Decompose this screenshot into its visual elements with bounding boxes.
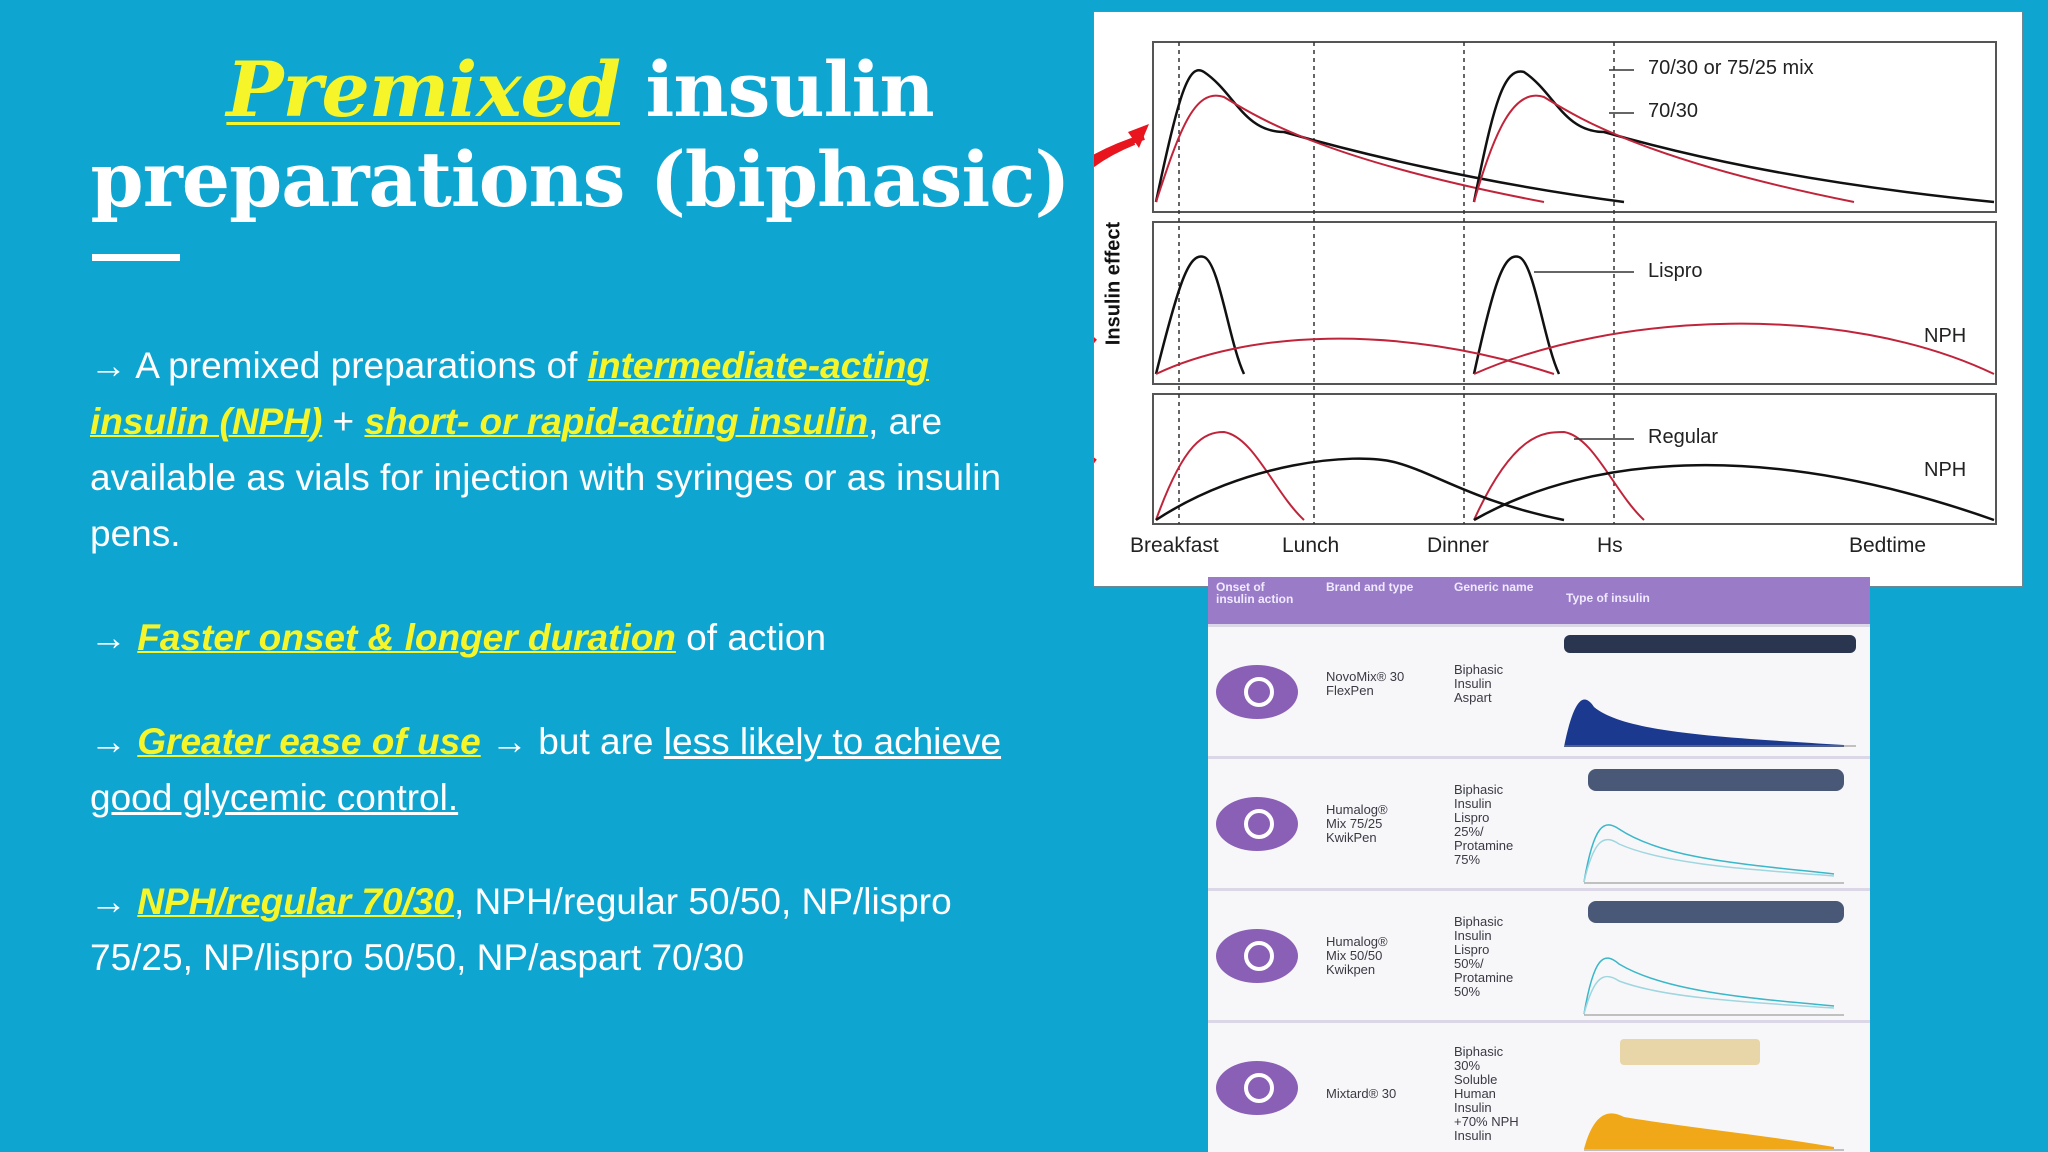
- insulin-product-table: Onset of insulin action Brand and type G…: [1208, 577, 1870, 1152]
- x-label-lunch: Lunch: [1282, 534, 1340, 557]
- bullet-3-highlight: Greater ease of use: [137, 721, 481, 762]
- bullet-list: → A premixed preparations of intermediat…: [90, 338, 1010, 1034]
- insulin-effect-svg: [1094, 41, 1997, 525]
- arrow-head: [1128, 124, 1149, 148]
- title-rest: insulin: [620, 45, 934, 134]
- panel-1-70-30-curve-1: [1155, 94, 1545, 203]
- label-nph-panel-2: NPH: [1924, 325, 1967, 347]
- label-mix: 70/30 or 75/25 mix: [1648, 57, 1814, 79]
- bullet-4: → NPH/regular 70/30, NPH/regular 50/50, …: [90, 874, 1010, 986]
- action-profile-chart: [1564, 699, 1856, 747]
- bullet-1-highlight-2: short- or rapid-acting insulin: [364, 401, 869, 442]
- header-type: Type of insulin: [1566, 591, 1650, 605]
- generic-cell: Biphasic Insulin Lispro 25%/ Protamine 7…: [1454, 782, 1514, 867]
- label-regular: Regular: [1648, 426, 1719, 448]
- bullet-1-highlight-1: intermediate-acting insulin (NPH): [90, 345, 930, 442]
- title-line-1: Premixed insulin: [0, 45, 1160, 135]
- table-header: Onset of insulin action Brand and type G…: [1208, 577, 1870, 624]
- brand-cell: Humalog® Mix 75/25 KwikPen: [1326, 802, 1388, 845]
- x-label-breakfast: Breakfast: [1130, 534, 1219, 557]
- label-nph-panel-3: NPH: [1924, 459, 1967, 481]
- panel-2-lispro-curve-1: [1154, 255, 1246, 375]
- brand-cell: Humalog® Mix 50/50 Kwikpen: [1326, 934, 1388, 977]
- x-label-dinner: Dinner: [1427, 534, 1489, 557]
- table-row: Humalog® Mix 50/50 Kwikpen Biphasic Insu…: [1208, 888, 1870, 1023]
- bullet-1: → A premixed preparations of intermediat…: [90, 338, 1010, 562]
- bullet-4-highlight: NPH/regular 70/30: [137, 881, 454, 922]
- onset-clock-icon: [1216, 797, 1298, 851]
- panel-1-mix-curve-1: [1154, 69, 1625, 204]
- header-generic: Generic name: [1454, 580, 1534, 594]
- bullet-1-text-3: , are available as vials for injection w…: [90, 401, 1002, 554]
- insulin-pen-image: [1588, 769, 1844, 791]
- action-profile-chart: [1583, 824, 1844, 884]
- arrow-from-lispro: [1094, 139, 1136, 344]
- bullet-2: → Faster onset & longer duration of acti…: [90, 610, 1010, 666]
- panel-3-frame: [1152, 393, 1997, 525]
- onset-clock-icon: [1216, 665, 1298, 719]
- bullet-3: → Greater ease of use → but are less lik…: [90, 714, 1010, 826]
- table-row: Mixtard® 30 Biphasic 30% Soluble Human I…: [1208, 1020, 1870, 1152]
- generic-cell: Biphasic 30% Soluble Human Insulin +70% …: [1454, 1044, 1519, 1143]
- insulin-vial-image: [1620, 1039, 1760, 1065]
- bullet-3-text: → but are: [480, 721, 664, 762]
- bullet-4-text: , NPH/regular 50/50, NP/lispro 75/25, NP…: [90, 881, 952, 978]
- panel-3-regular-curve-2: [1473, 430, 1645, 521]
- label-70-30: 70/30: [1648, 100, 1699, 122]
- header-onset: Onset of insulin action: [1216, 580, 1294, 606]
- insulin-pen-image: [1564, 635, 1856, 653]
- title-highlight: Premixed: [226, 45, 621, 134]
- panel-2-nph-curve-2: [1473, 322, 1995, 375]
- red-arrows: [1094, 134, 1145, 464]
- onset-clock-icon: [1216, 929, 1298, 983]
- onset-clock-icon: [1216, 1061, 1298, 1115]
- bullet-3-underlined: less likely to achieve good glycemic con…: [90, 721, 1002, 818]
- label-leaders: [1534, 69, 1634, 440]
- insulin-pen-image: [1588, 901, 1844, 923]
- bullet-1-text-1: A premixed preparations of: [135, 345, 588, 386]
- bullet-2-highlight: Faster onset & longer duration: [137, 617, 676, 658]
- table-row: Humalog® Mix 75/25 KwikPen Biphasic Insu…: [1208, 756, 1870, 891]
- label-lispro: Lispro: [1648, 260, 1703, 282]
- y-axis-label: Insulin effect: [1102, 221, 1125, 346]
- brand-cell: Mixtard® 30: [1326, 1086, 1397, 1101]
- slide-title: Premixed insulin preparations (biphasic): [0, 45, 1160, 225]
- bullet-arrow: →: [90, 617, 138, 658]
- title-line-2: preparations (biphasic): [90, 135, 1071, 224]
- generic-cell: Biphasic Insulin Aspart: [1454, 662, 1504, 705]
- brand-cell: NovoMix® 30 FlexPen: [1326, 669, 1405, 698]
- panel-3-nph-curve-1: [1155, 457, 1565, 522]
- x-label-hs: Hs: [1597, 534, 1623, 557]
- panel-3-regular-curve-1: [1155, 430, 1305, 521]
- table-row: NovoMix® 30 FlexPen Biphasic Insulin Asp…: [1208, 624, 1870, 759]
- panel-3-nph-curve-2: [1473, 464, 1995, 522]
- panel-2-frame: [1152, 221, 1997, 385]
- panel-2-lispro-curve-2: [1472, 255, 1561, 375]
- title-divider: [92, 254, 180, 261]
- action-profile-chart: [1583, 957, 1844, 1016]
- insulin-effect-figure: Insulin effect 70/30 or 75/25 mix 70/30 …: [1093, 11, 2023, 587]
- panel-2-nph-curve-1: [1155, 337, 1555, 375]
- bullet-arrow: →: [90, 345, 136, 386]
- header-brand: Brand and type: [1326, 580, 1414, 594]
- panel-1-frame: [1152, 41, 1997, 213]
- meal-gridlines: [1178, 42, 1615, 524]
- panel-1-70-30-curve-2: [1473, 94, 1855, 203]
- x-label-bedtime: Bedtime: [1849, 534, 1927, 557]
- bullet-2-text: of action: [675, 617, 827, 658]
- bullet-arrow: →: [90, 721, 138, 762]
- panel-1-mix-curve-2: [1472, 70, 1995, 204]
- bullet-arrow: →: [90, 881, 138, 922]
- bullet-1-text-2: +: [322, 401, 365, 442]
- generic-cell: Biphasic Insulin Lispro 50%/ Protamine 5…: [1454, 914, 1514, 999]
- action-profile-chart: [1584, 1113, 1844, 1151]
